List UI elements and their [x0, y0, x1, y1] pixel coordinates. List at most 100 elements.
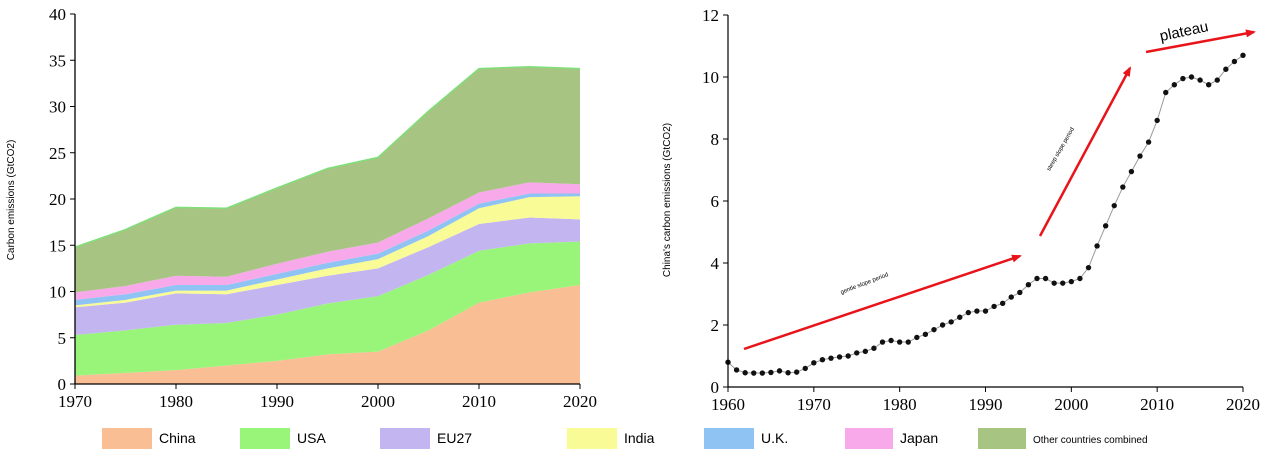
left-x-tick-label: 2000 [361, 392, 395, 411]
data-point [793, 369, 800, 375]
left-y-tick-label: 5 [58, 329, 67, 348]
data-point [914, 334, 920, 341]
legend-swatch-china [102, 428, 152, 449]
area-usa [75, 241, 580, 376]
right-y-axis-title: China's carbon emissions (GtCO2) [662, 123, 673, 277]
right-y-tick-label: 12 [702, 6, 719, 25]
legend-swatch-other-countries-combined [978, 428, 1026, 449]
legend-swatch-eu27 [380, 428, 430, 449]
data-point [974, 308, 980, 314]
data-point [871, 345, 877, 351]
legend-swatch-u-k [704, 428, 754, 449]
data-point [836, 354, 843, 360]
data-point [1102, 223, 1109, 229]
left-y-tick-label: 30 [49, 98, 66, 117]
data-point [845, 353, 851, 359]
right-y-tick-label: 2 [711, 316, 720, 335]
data-point [922, 331, 929, 337]
data-point [742, 370, 748, 376]
left-y-tick-label: 10 [49, 283, 66, 302]
data-point [982, 308, 989, 314]
data-point [965, 309, 972, 316]
right-x-tick-label: 1990 [969, 395, 1003, 414]
right-y-tick-label: 10 [702, 68, 719, 87]
area-u-k [75, 193, 580, 306]
data-point [802, 365, 808, 372]
data-point [1163, 89, 1169, 96]
data-point [1120, 184, 1126, 190]
data-point [957, 314, 963, 320]
data-point [888, 337, 894, 344]
data-point [1145, 139, 1152, 145]
legend-label-china: China [159, 430, 196, 446]
data-point [1197, 77, 1203, 83]
data-point [1085, 264, 1092, 271]
data-point [879, 339, 886, 345]
legend-label-u-k: U.K. [761, 430, 788, 446]
left-y-tick-label: 35 [49, 51, 66, 70]
right-chart: 0 2 4 6 8 10 12 1960 1970 1980 1990 2000 2010 2020 Ch… [662, 6, 1260, 414]
gentle-slope-arrow [743, 254, 1022, 351]
data-point [776, 368, 783, 374]
area-japan [75, 182, 580, 300]
area-top-outline [74, 65, 581, 248]
area-other-countries-combined [75, 66, 580, 293]
legend-label-japan: Japan [900, 430, 938, 446]
data-point [1077, 275, 1083, 282]
right-x-tick-label: 2020 [1226, 395, 1260, 414]
data-point [905, 339, 911, 345]
data-point [1240, 52, 1246, 58]
data-point [1008, 294, 1014, 300]
left-y-tick-label: 40 [49, 5, 66, 24]
data-point [751, 370, 757, 376]
data-point [1051, 280, 1057, 286]
data-point [1188, 74, 1195, 80]
data-point [785, 370, 791, 376]
right-y-tick-label: 0 [711, 378, 720, 397]
data-point [1231, 58, 1238, 65]
left-x-tick-label: 2010 [462, 392, 496, 411]
legend: China USA EU27 India U.K. Japan Other countrie… [102, 428, 1148, 449]
right-axes: 0 2 4 6 8 10 12 1960 1970 1980 1990 2000 2010 2020 [702, 6, 1260, 414]
right-y-tick-label: 6 [711, 192, 720, 211]
plateau-arrow [1145, 29, 1256, 54]
data-point [931, 326, 937, 333]
left-y-axis-title: Carbon emissions (GtCO2) [6, 140, 17, 261]
right-x-tick-label: 1960 [711, 395, 745, 414]
data-point [1180, 75, 1186, 82]
emissions-line [727, 54, 1244, 374]
data-point [819, 357, 826, 363]
left-axes: 0 5 10 15 20 25 30 35 40 1970 1980 1990 2000 2010 2020 [49, 5, 597, 411]
left-y-tick-label: 0 [58, 375, 67, 394]
left-chart: 0 5 10 15 20 25 30 35 40 1970 1980 1990 2000 2010 2020… [6, 5, 597, 411]
right-x-tick-label: 1970 [797, 395, 831, 414]
right-y-tick-label: 8 [711, 130, 720, 149]
data-point [1214, 77, 1220, 83]
annotation-gentle-slope: gentle slope period [840, 272, 890, 296]
data-point [1034, 275, 1040, 282]
steep-slope-arrow [1038, 66, 1132, 237]
data-point [939, 322, 946, 328]
legend-swatch-india [567, 428, 617, 449]
data-point [733, 367, 740, 373]
data-point [1068, 278, 1075, 285]
data-point [768, 369, 774, 376]
data-point [1060, 280, 1066, 286]
left-x-tick-label: 1980 [159, 392, 193, 411]
right-x-tick-label: 1980 [883, 395, 917, 414]
right-x-tick-label: 2010 [1140, 395, 1174, 414]
data-point [991, 303, 997, 310]
left-x-tick-label: 2020 [563, 392, 597, 411]
data-point [1017, 289, 1023, 296]
left-x-tick-label: 1970 [58, 392, 92, 411]
left-y-tick-label: 20 [49, 190, 66, 209]
annotation-steep-slope: steep slope period [1046, 127, 1076, 172]
legend-label-usa: USA [297, 430, 326, 446]
data-point [759, 370, 766, 376]
data-point [948, 319, 954, 325]
data-point [1042, 275, 1049, 282]
data-point [1205, 82, 1212, 88]
trend-arrows [743, 29, 1256, 351]
data-point [896, 339, 903, 345]
